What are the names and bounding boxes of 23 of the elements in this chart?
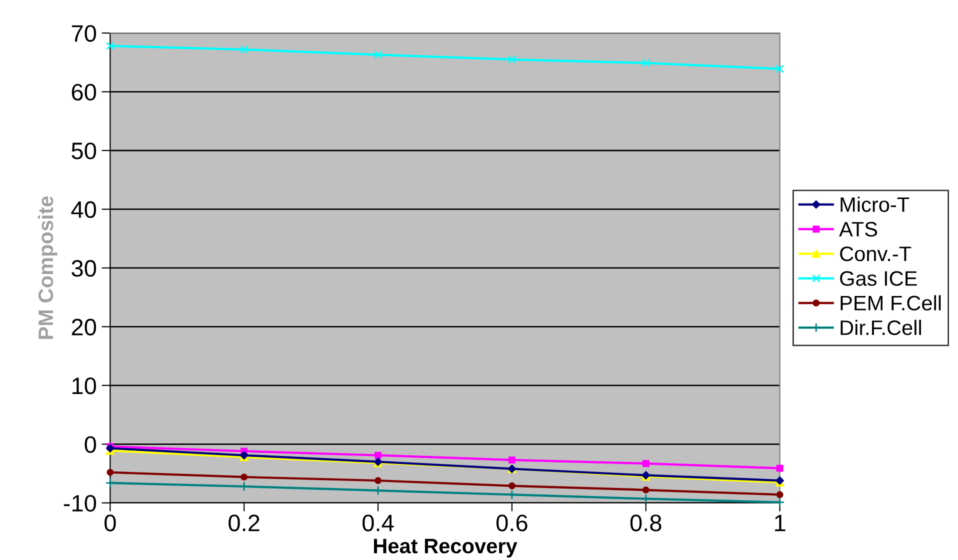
y-tick-label: 70 bbox=[72, 25, 96, 42]
y-tick-label: 60 bbox=[72, 84, 96, 101]
legend-label: ATS bbox=[839, 222, 878, 237]
y-tick-label: -10 bbox=[64, 494, 96, 512]
x-tick-label: 0 bbox=[104, 514, 116, 532]
legend-label: Conv.-T bbox=[840, 246, 912, 262]
x-tick-label: 1 bbox=[775, 514, 786, 532]
legend-label: PEM F.Cell bbox=[840, 295, 941, 310]
legend-label: Dir.F.Cell bbox=[840, 320, 921, 336]
y-tick-label: 40 bbox=[71, 201, 96, 218]
x-tick-label: 0.2 bbox=[228, 514, 260, 532]
legend-label: Micro-T bbox=[840, 196, 910, 212]
y-tick-label: 10 bbox=[72, 377, 96, 394]
x-tick-label: 0.6 bbox=[496, 514, 528, 532]
legend-label: Gas ICE bbox=[840, 271, 917, 286]
y-tick-label: 50 bbox=[72, 142, 96, 160]
x-tick-label: 0.8 bbox=[630, 514, 662, 532]
y-tick-label: 30 bbox=[72, 260, 96, 277]
x-tick-label: 0.4 bbox=[362, 514, 394, 532]
x-axis-title: Heat Recovery bbox=[374, 538, 518, 558]
y-axis-title: PM Composite bbox=[38, 196, 58, 339]
y-tick-label: 20 bbox=[72, 318, 96, 336]
y-tick-label: 0 bbox=[84, 436, 96, 453]
